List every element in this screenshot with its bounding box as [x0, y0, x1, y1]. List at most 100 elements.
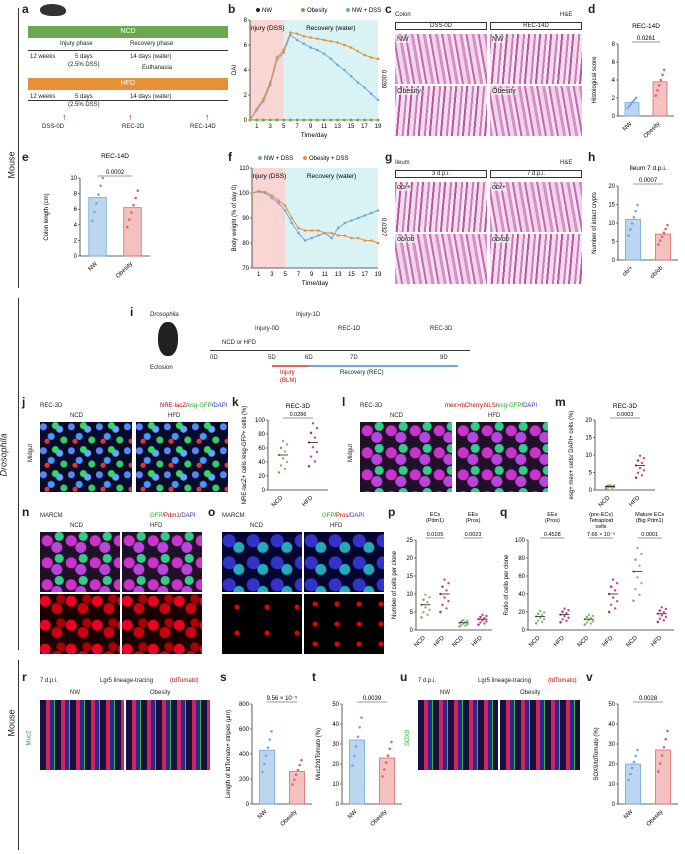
b-series-1-point-9	[309, 118, 312, 122]
k-point-0-3	[283, 467, 287, 471]
b-series-2-point-12	[329, 57, 333, 61]
f-series-0-point-10	[317, 234, 320, 237]
q-point-5-2	[660, 614, 664, 617]
b-series-1-point-3	[268, 118, 272, 122]
v-point-0-4	[634, 754, 637, 758]
p-xtick-2: NCD	[451, 635, 465, 649]
q-xtick-5: HFD	[650, 635, 663, 648]
t-ytick-label-3: 30	[332, 742, 339, 748]
a-timepoint-3: REC-14D	[190, 124, 216, 130]
q-point-3-9	[615, 600, 619, 603]
q-point-3-8	[613, 589, 617, 592]
r-dpi: 7 d.p.i.	[40, 678, 59, 684]
b-ylabel: DAI	[232, 65, 238, 75]
f-xtick-6: 13	[335, 272, 342, 278]
t-ytick-label-4: 40	[332, 722, 339, 728]
q-point-5-3	[662, 619, 666, 622]
c-col2: REC-14D	[490, 22, 582, 30]
b-series-2-point-17	[363, 86, 366, 89]
b-series-2-point-19	[376, 98, 380, 102]
a-arrow-2-icon: ↑	[128, 112, 133, 122]
r-marker: (tdTomato)	[170, 678, 199, 684]
q-point-2-7	[587, 613, 591, 617]
b-series-1-point-13	[336, 118, 339, 122]
panel-label-e: e	[22, 150, 29, 164]
q-point-1-2	[563, 615, 566, 618]
p-ylabel: Number of cells per clone	[392, 550, 398, 619]
q-point-5-8	[662, 610, 666, 614]
p-pvalue-1: 0.0023	[465, 532, 482, 538]
h-title: Ileum 7 d.p.i.	[629, 165, 666, 172]
v-pvalue: 0.0028	[639, 696, 658, 702]
panel-label-n: n	[22, 505, 30, 519]
f-legend-marker-0	[258, 156, 262, 160]
b-series-3-point-10	[316, 37, 319, 41]
a-dss-1: (2.5% DSS)	[68, 62, 100, 68]
d-ytick-label-4: 8	[612, 42, 616, 48]
k-point-1-10	[307, 465, 311, 468]
h-point-0-3	[632, 215, 636, 219]
v-ytick-label-0: 0	[612, 802, 616, 808]
p-point-0-10	[420, 616, 423, 619]
q-ytick-label-4: 80	[518, 556, 525, 562]
q-point-1-3	[565, 619, 568, 623]
k-point-0-11	[279, 446, 283, 450]
p-point-0-8	[426, 601, 429, 604]
b-series-3-point-12	[329, 39, 333, 43]
a-days-1: 5 days	[75, 54, 93, 60]
o-cond: MARCM	[222, 513, 245, 519]
l-c1: NCD	[390, 413, 403, 419]
g-col2: 7 d.p.i.	[490, 170, 582, 178]
t-point-0-5	[360, 716, 363, 719]
b-phase1-label: Injury (DSS)	[249, 25, 284, 32]
d-ytick-label-2: 4	[612, 78, 616, 84]
chart-t: 0 10 20 30 40 50 Muc2/tdTomato (%) NW Obesity 0.0…	[316, 696, 402, 828]
n-cond: MARCM	[40, 513, 63, 519]
p-xtick-1: HFD	[433, 635, 446, 648]
q-point-4-6	[634, 587, 637, 591]
q-point-1-10	[559, 621, 562, 624]
f-series-0-point-6	[290, 221, 294, 225]
m-point-1-9	[642, 469, 646, 472]
v-ytick-label-2: 20	[608, 762, 615, 768]
f-xtick-0: 1	[257, 272, 261, 278]
panel-label-d: d	[588, 2, 596, 16]
panel-label-k: k	[232, 395, 239, 409]
q-group-1-0: (pre-ECs)	[589, 512, 613, 518]
p-ytick-label-3: 15	[406, 574, 413, 580]
f-series-1-point-2	[263, 190, 267, 194]
q-point-3-10	[607, 610, 611, 614]
panel-label-j: j	[22, 395, 26, 409]
p-point-3-11	[479, 615, 482, 619]
f-series-1-point-9	[310, 229, 313, 232]
u-image-nw	[418, 700, 498, 770]
s-point-1-3	[296, 768, 300, 772]
f-series-1-point-11	[323, 231, 327, 235]
p-point-2-4	[466, 619, 469, 622]
u-dpi: 7 d.p.i.	[418, 678, 437, 684]
k-xtick-0: NCD	[271, 495, 285, 509]
s-point-1-1	[293, 778, 296, 781]
chart-e: REC-14D 0 2 4 6 8 10 Colon length (cm) NW Obesity…	[44, 153, 150, 280]
q-point-1-4	[567, 608, 570, 612]
m-ytick-label-3: 15	[585, 436, 592, 442]
e-point-1-5	[136, 189, 140, 193]
p-point-0-4	[428, 596, 431, 599]
c-stain: H&E	[560, 12, 573, 18]
d-title: REC-14D	[632, 23, 660, 30]
f-phase2-label: Recovery (water)	[307, 173, 356, 180]
e-ytick-label-2: 4	[74, 223, 78, 229]
n-image-hfd-merge	[122, 532, 202, 592]
e-ytick-label-0: 0	[74, 254, 78, 260]
b-annotation: 0.0039	[380, 70, 386, 89]
s-point-1-0	[291, 783, 294, 786]
b-series-3-point-3	[268, 81, 272, 84]
k-point-1-7	[311, 422, 315, 425]
q-point-4-11	[634, 558, 637, 561]
j-tissue: Midgut	[28, 443, 35, 463]
t-point-0-2	[354, 745, 358, 748]
b-phase2-label: Recovery (water)	[306, 25, 355, 32]
m-ytick-label-1: 5	[589, 471, 593, 477]
e-xtick-1: Obesity	[115, 261, 134, 280]
v-ytick-label-3: 30	[608, 742, 615, 748]
